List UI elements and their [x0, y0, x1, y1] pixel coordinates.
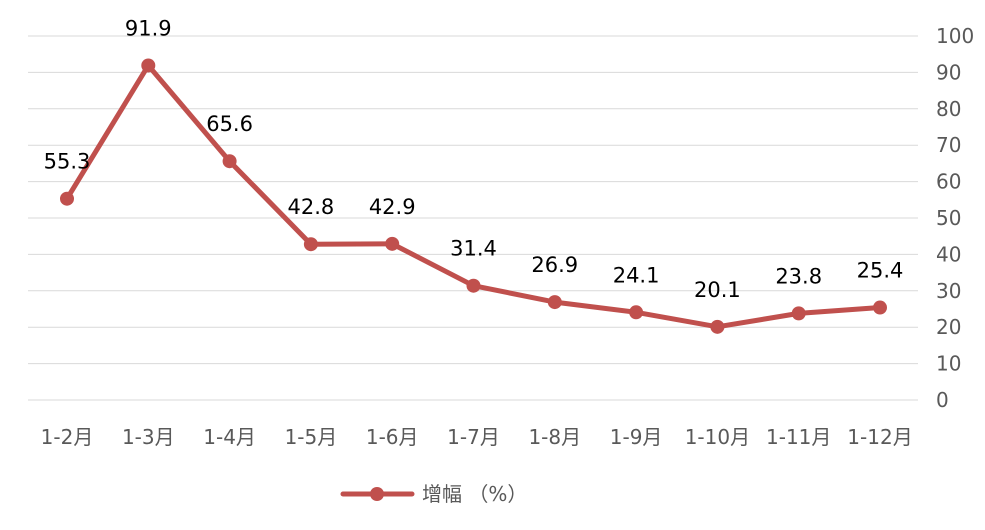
gridlines [28, 35, 918, 401]
data-point [873, 300, 887, 315]
data-label: 20.1 [694, 278, 741, 302]
x-tick-label: 1-9月 [610, 425, 663, 449]
y-tick-label: 70 [936, 133, 961, 157]
data-point [710, 319, 725, 334]
x-tick-label: 1-5月 [285, 425, 338, 449]
data-point [466, 278, 481, 293]
series-group [60, 58, 887, 334]
data-point [60, 191, 74, 206]
y-tick-label: 30 [936, 279, 961, 303]
data-point [791, 306, 806, 321]
x-tick-label: 1-3月 [122, 425, 175, 449]
data-point [141, 58, 156, 73]
x-tick-label: 1-12月 [847, 425, 912, 449]
data-point [222, 154, 237, 169]
y-tick-label: 60 [936, 170, 961, 194]
x-tick-label: 1-4月 [203, 425, 256, 449]
y-tick-label: 90 [936, 60, 961, 84]
data-labels: 55.3 91.9 65.6 42.8 42.9 31.4 26.9 24.1 20.1 23.8… [44, 16, 904, 301]
legend-marker-swatch [370, 487, 384, 501]
y-tick-label: 100 [936, 24, 974, 48]
y-tick-label: 20 [936, 315, 961, 339]
data-label: 42.8 [288, 195, 335, 219]
y-tick-label: 80 [936, 97, 961, 121]
x-tick-label: 1-11月 [766, 425, 831, 449]
y-tick-label: 40 [936, 242, 961, 266]
x-tick-label: 1-8月 [528, 425, 581, 449]
data-label: 31.4 [450, 237, 497, 261]
data-label: 24.1 [613, 263, 660, 287]
data-label: 23.8 [775, 264, 822, 288]
data-label: 26.9 [531, 253, 578, 277]
x-tick-label: 1-2月 [41, 425, 94, 449]
x-axis-ticks: 1-2月 1-3月 1-4月 1-5月 1-6月 1-7月 1-8月 1-9月 1-10月 1-1… [41, 425, 913, 449]
y-axis-ticks: 0 10 20 30 40 50 60 70 80 90 100 [936, 24, 974, 412]
y-tick-label: 0 [936, 388, 949, 412]
data-point [303, 237, 318, 252]
data-label: 25.4 [857, 259, 904, 283]
legend: 增幅 （%） [340, 482, 527, 506]
data-point [629, 305, 644, 320]
data-label: 42.9 [369, 195, 416, 219]
data-point [385, 236, 400, 251]
data-label: 55.3 [44, 150, 91, 174]
data-point [547, 295, 562, 310]
data-label: 65.6 [206, 112, 253, 136]
y-tick-label: 10 [936, 352, 961, 376]
legend-label: 增幅 （%） [422, 482, 527, 506]
x-tick-label: 1-7月 [447, 425, 500, 449]
data-label: 91.9 [125, 16, 172, 40]
x-tick-label: 1-10月 [685, 425, 750, 449]
x-tick-label: 1-6月 [366, 425, 419, 449]
y-tick-label: 50 [936, 206, 961, 230]
